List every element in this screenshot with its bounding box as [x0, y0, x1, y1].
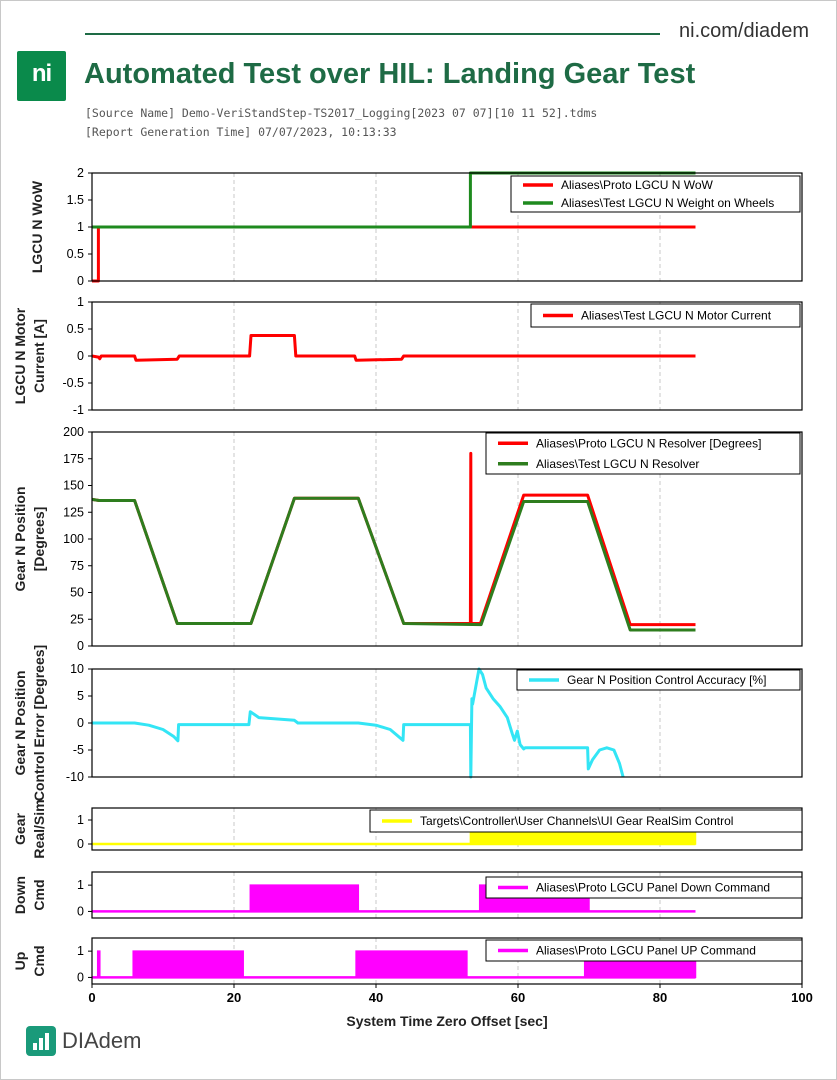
y-tick-label: 125 [63, 505, 84, 519]
y-tick-label: 150 [63, 479, 84, 493]
y-tick-label: 10 [70, 662, 84, 676]
y-axis-label: Cmd [31, 945, 47, 976]
x-tick-label: 0 [88, 990, 95, 1005]
y-axis-label: [Degrees] [31, 507, 47, 572]
legend-label: Aliases\Proto LGCU Panel UP Command [536, 944, 756, 958]
y-tick-label: 175 [63, 452, 84, 466]
legend-label: Aliases\Test LGCU N Weight on Wheels [561, 196, 774, 210]
plot-frame [91, 431, 803, 647]
y-axis-label: Cmd [31, 879, 47, 910]
y-tick-label: 1 [77, 813, 84, 827]
legend-box [485, 876, 803, 899]
y-tick-label: 200 [63, 425, 84, 439]
x-tick-label: 100 [791, 990, 813, 1005]
x-tick-label: 40 [369, 990, 383, 1005]
x-axis-label: System Time Zero Offset [sec] [346, 1013, 547, 1029]
y-axis-label: Gear N Position [12, 486, 28, 591]
y-axis-label: Control Error [Degrees] [31, 645, 47, 801]
y-tick-label: 0 [77, 639, 84, 653]
y-axis-label: Gear N Position [12, 670, 28, 775]
series-line [91, 496, 696, 632]
ni-logo-text: ni [31, 60, 52, 87]
ni-logo: ni [17, 51, 66, 101]
x-tick-label: 60 [511, 990, 525, 1005]
y-axis-label: LGCU N WoW [29, 180, 45, 273]
report-generation-time: [Report Generation Time] 07/07/2023, 10:… [85, 125, 397, 139]
legend-box [485, 939, 803, 962]
legend-box [369, 809, 803, 833]
y-tick-label: 0 [77, 904, 84, 918]
y-tick-label: 0 [77, 274, 84, 288]
legend-box [516, 669, 801, 691]
y-tick-label: 0 [77, 716, 84, 730]
legend-label: Aliases\Test LGCU N Motor Current [581, 309, 772, 323]
legend-label: Aliases\Proto LGCU N WoW [561, 178, 713, 192]
diadem-brand-text: DIAdem [62, 1028, 142, 1053]
y-axis-label: Current [A] [31, 319, 47, 393]
y-tick-label: 0 [77, 970, 84, 984]
legend-label: Gear N Position Control Accuracy [%] [567, 673, 766, 687]
y-tick-label: 50 [70, 586, 84, 600]
y-tick-label: 1 [77, 220, 84, 234]
legend-box [510, 175, 801, 213]
y-axis-label: Down [12, 876, 28, 914]
y-axis-label: Gear [12, 812, 28, 844]
y-tick-label: 0 [77, 837, 84, 851]
source-name: [Source Name] Demo-VeriStandStep-TS2017_… [85, 106, 598, 120]
y-tick-label: 0 [77, 349, 84, 363]
y-tick-label: 5 [77, 689, 84, 703]
plot-frame [91, 668, 803, 778]
y-axis-label: Real/Sim [31, 799, 47, 858]
legend-box [530, 303, 801, 328]
plot-frame [91, 172, 803, 282]
y-tick-label: -1 [73, 403, 84, 417]
y-axis-label: LGCU N Motor [12, 307, 28, 404]
legend-label: Aliases\Proto LGCU Panel Down Command [536, 881, 770, 895]
y-tick-label: 2 [77, 166, 84, 180]
y-tick-label: 0.5 [67, 322, 84, 336]
y-tick-label: -0.5 [62, 376, 84, 390]
plot-frame [91, 301, 803, 411]
legend-label: Aliases\Proto LGCU N Resolver [Degrees] [536, 436, 761, 450]
y-tick-label: -10 [66, 770, 84, 784]
report-title: Automated Test over HIL: Landing Gear Te… [84, 58, 696, 90]
header-rule [85, 33, 660, 35]
legend-label: Aliases\Test LGCU N Resolver [536, 457, 699, 471]
diadem-logo-icon [26, 1026, 56, 1056]
legend-box [485, 432, 801, 475]
y-tick-label: 75 [70, 559, 84, 573]
x-tick-label: 80 [653, 990, 667, 1005]
legend-label: Targets\Controller\User Channels\UI Gear… [420, 814, 733, 828]
y-tick-label: 25 [70, 612, 84, 626]
y-tick-label: 0.5 [67, 247, 84, 261]
series-line [91, 334, 696, 362]
y-tick-label: 1 [77, 944, 84, 958]
series-line [92, 667, 625, 779]
y-tick-label: 1 [77, 295, 84, 309]
y-tick-label: 1.5 [67, 193, 84, 207]
y-tick-label: 100 [63, 532, 84, 546]
site-url: ni.com/diadem [679, 20, 810, 42]
x-tick-label: 20 [227, 990, 241, 1005]
y-axis-label: Up [12, 952, 28, 971]
y-tick-label: -5 [73, 743, 84, 757]
y-tick-label: 1 [77, 878, 84, 892]
